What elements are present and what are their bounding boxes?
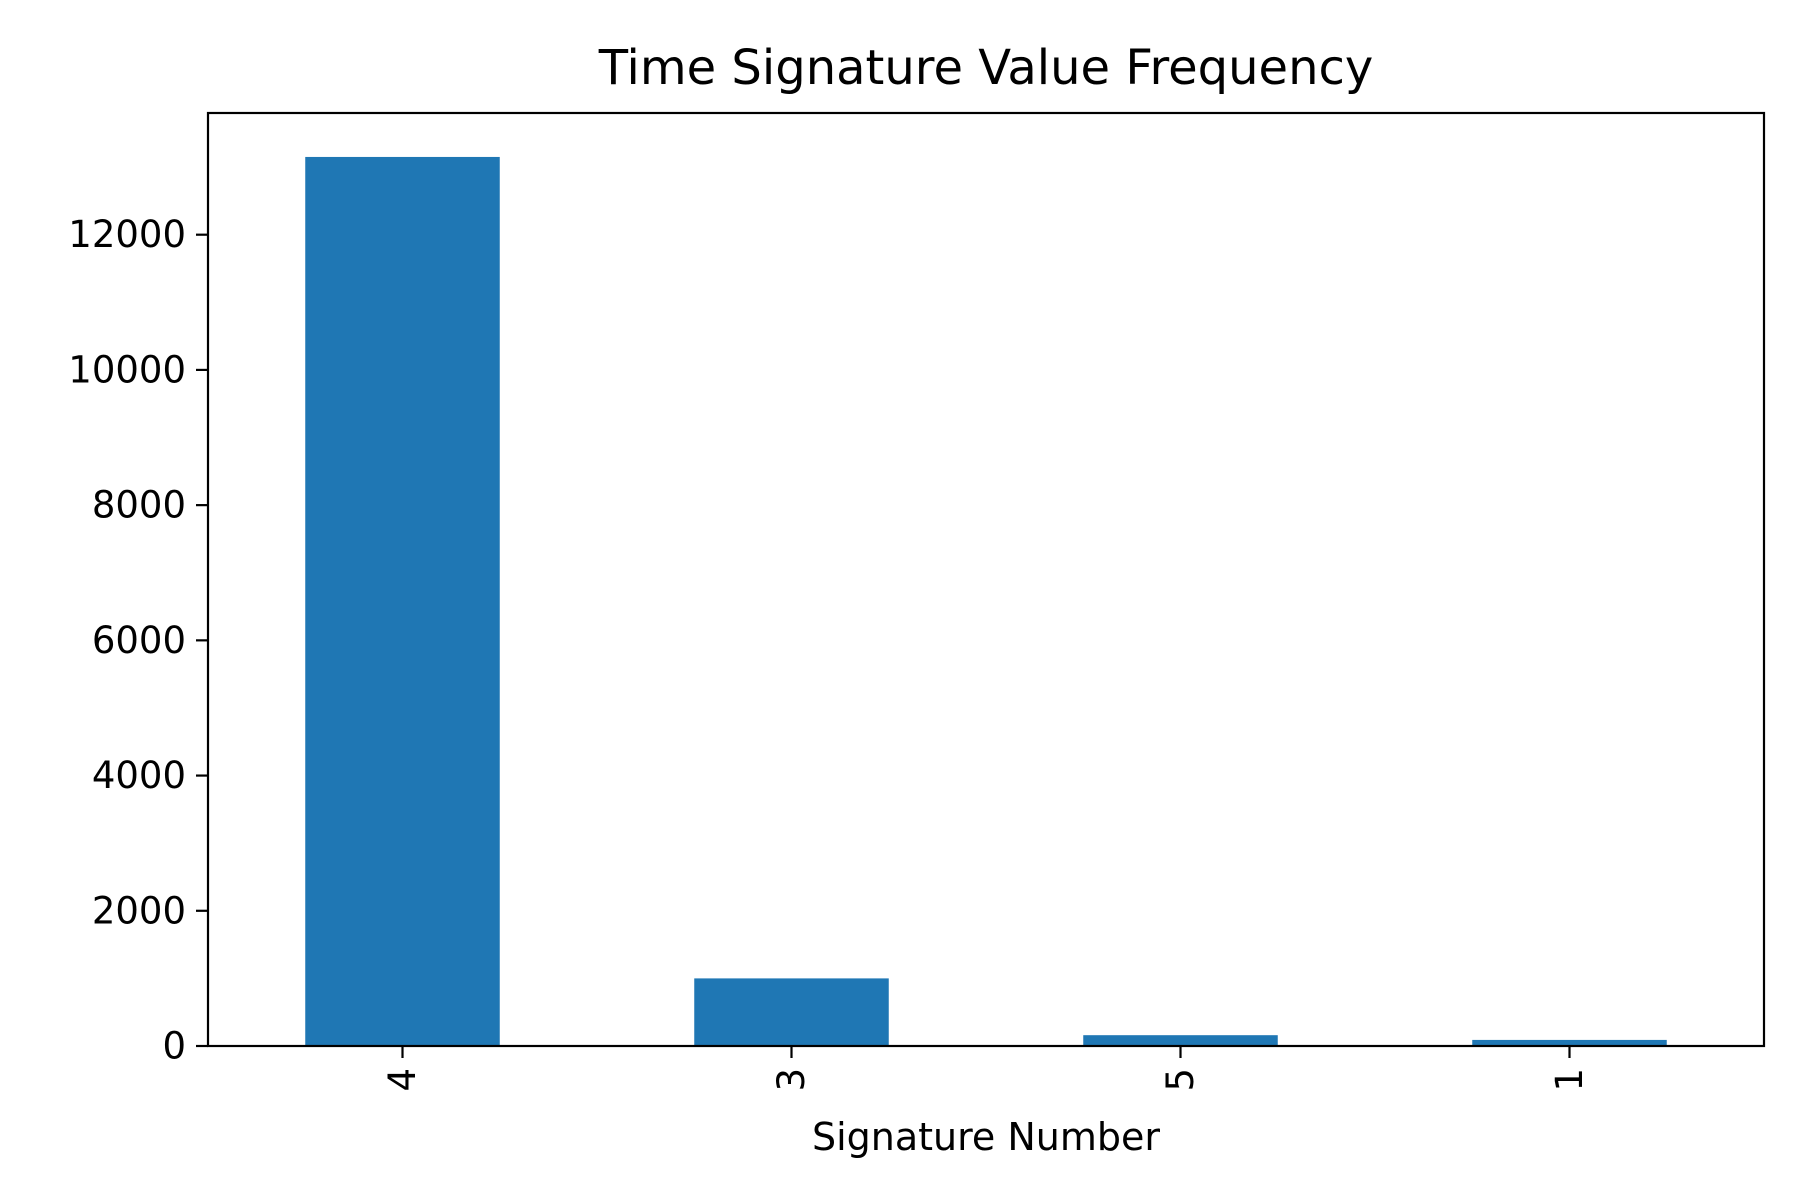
x-axis-label: Signature Number <box>812 1115 1160 1159</box>
y-tick-label: 0 <box>162 1025 186 1068</box>
y-axis: 0 2000 4000 6000 8000 10000 12000 <box>68 213 208 1068</box>
bar-4 <box>305 156 500 1046</box>
x-tick-label-4: 4 <box>381 1068 424 1092</box>
y-tick-label: 4000 <box>92 754 186 797</box>
y-tick-label: 6000 <box>92 619 186 662</box>
bars-group <box>305 156 1667 1046</box>
bar-5 <box>1083 1035 1278 1046</box>
y-tick-label: 10000 <box>68 348 186 391</box>
bar-3 <box>694 978 889 1046</box>
y-tick-label: 12000 <box>68 213 186 256</box>
plot-frame <box>206 111 1766 1048</box>
chart-title: Time Signature Value Frequency <box>598 40 1374 96</box>
y-tick-label: 8000 <box>92 484 186 527</box>
y-tick-label: 2000 <box>92 889 186 932</box>
x-axis: 4 3 5 1 <box>381 1046 1591 1092</box>
x-tick-label-1: 1 <box>1548 1068 1591 1092</box>
bar-1 <box>1472 1039 1667 1046</box>
x-tick-label-5: 5 <box>1159 1068 1202 1092</box>
x-tick-label-3: 3 <box>770 1068 813 1092</box>
